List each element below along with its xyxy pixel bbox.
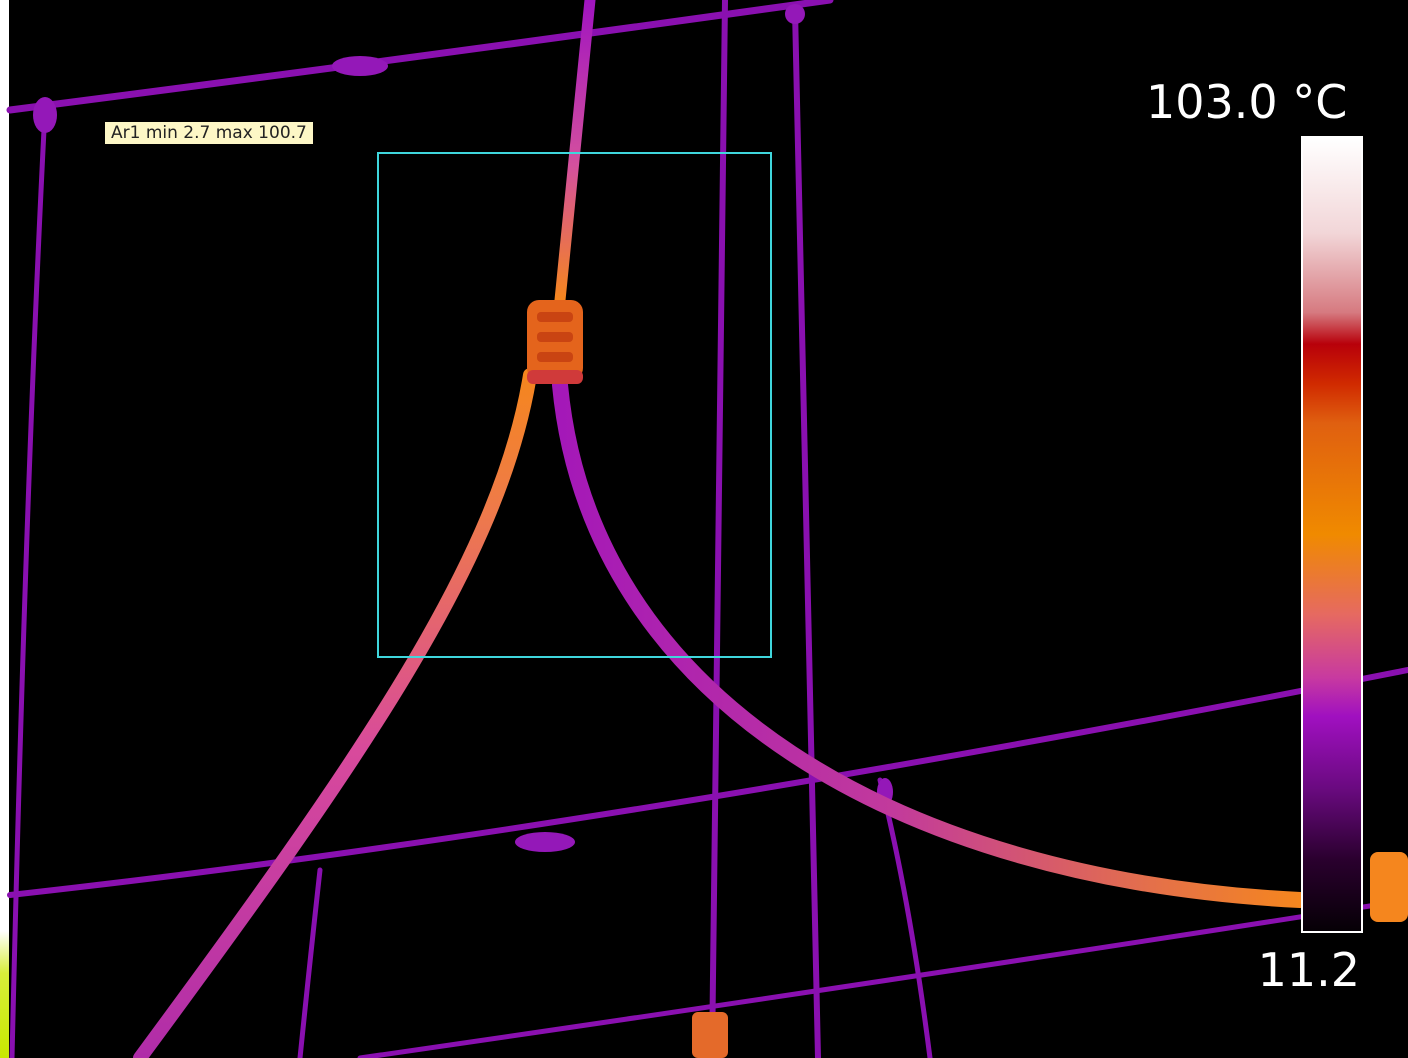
wire-lower-horizontal <box>7 667 1408 898</box>
scale-max-label: 103.0 °C <box>1146 75 1348 129</box>
left-cable <box>133 368 537 1058</box>
hot-cables <box>133 0 1308 1058</box>
background-wires <box>6 0 1408 1058</box>
scale-min-label: 11.2 <box>1252 938 1362 1002</box>
wire-mid-vertical-b <box>792 7 821 1058</box>
wire-left-vertical <box>9 107 48 1058</box>
roi-rectangle[interactable] <box>377 152 772 658</box>
wire-bottom-horizontal <box>357 897 1408 1058</box>
wire-lower-left-vertical <box>297 867 323 1058</box>
barb-knots <box>33 4 893 852</box>
colorbar <box>1301 136 1363 933</box>
left-edge-strip <box>0 0 9 1058</box>
wire-top-horizontal <box>6 0 834 114</box>
right-clamp <box>1370 852 1408 922</box>
area-measurement-label: Ar1 min 2.7 max 100.7 <box>105 122 313 144</box>
top-cable <box>554 0 596 306</box>
bottom-clamp <box>692 1012 728 1058</box>
wire-mid-vertical-a <box>709 0 728 1058</box>
splice-connector <box>527 300 583 384</box>
right-cable <box>552 377 1308 908</box>
